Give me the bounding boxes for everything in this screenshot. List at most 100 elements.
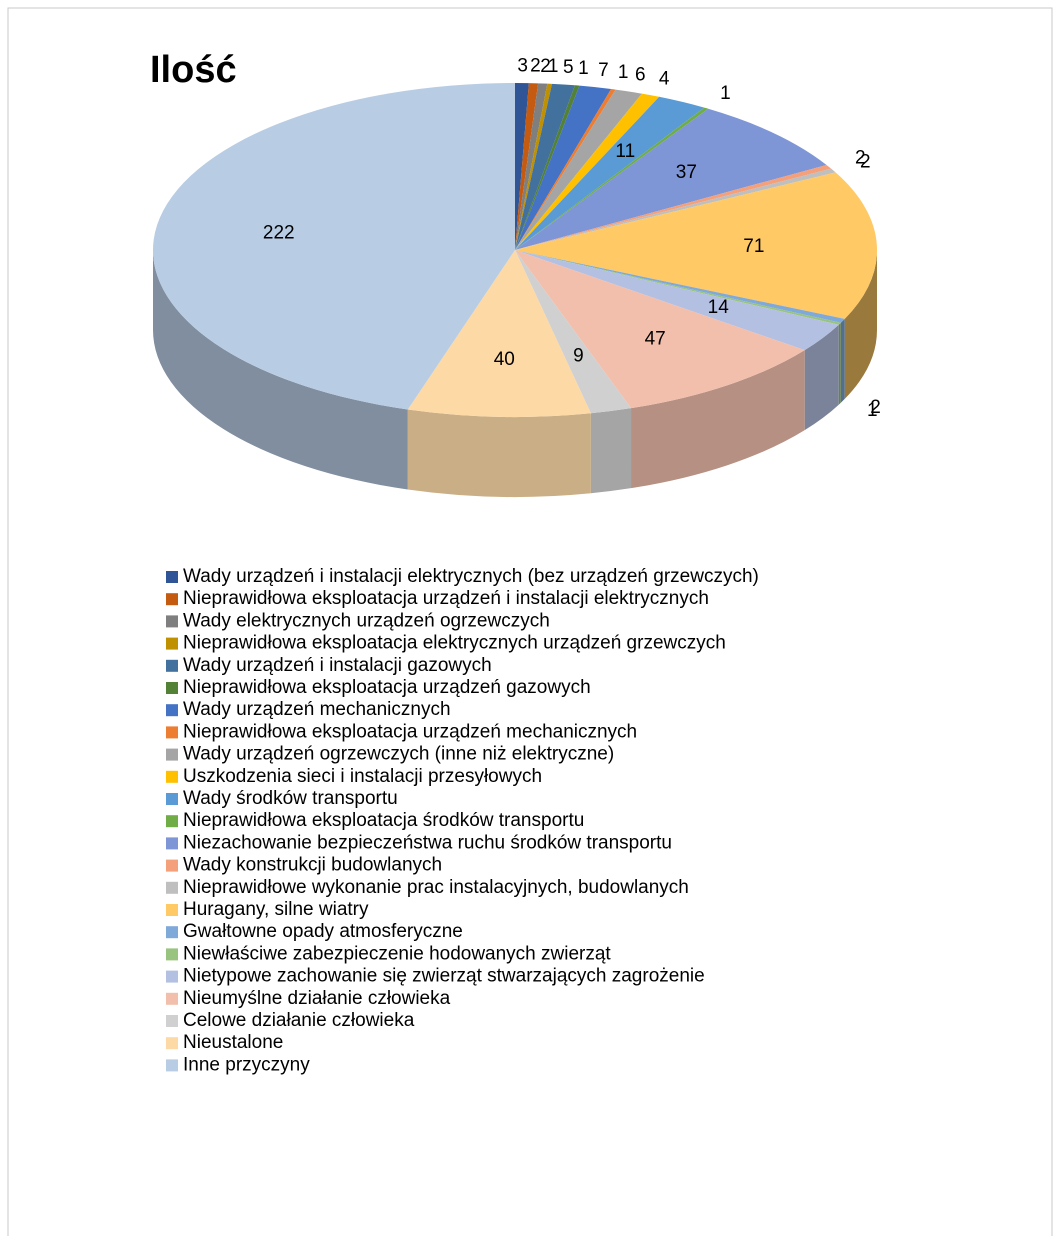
legend-swatch <box>166 837 178 850</box>
data-label: 40 <box>494 349 515 370</box>
legend-swatch <box>166 1015 178 1027</box>
slice <box>515 83 539 250</box>
slice-side <box>407 409 591 497</box>
slice <box>515 83 548 250</box>
legend-label: Gwałtowne opady atmosferyczne <box>183 921 463 942</box>
legend-swatch <box>166 571 178 583</box>
legend-swatch <box>166 659 178 672</box>
data-label: 1 <box>578 58 589 79</box>
slice <box>515 93 660 250</box>
data-label: 3 <box>517 55 528 76</box>
data-label: 1 <box>548 56 559 77</box>
legend-swatch <box>166 1037 178 1050</box>
legend-swatch <box>166 793 178 805</box>
legend-label: Nieumyślne działanie człowieka <box>183 988 451 1009</box>
slice <box>515 88 616 250</box>
data-label: 2 <box>540 56 551 77</box>
chart-title: Ilość <box>150 49 237 91</box>
legend-swatch <box>166 682 178 694</box>
slice-side <box>804 324 839 431</box>
legend-swatch <box>166 859 178 872</box>
legend-swatch <box>166 992 178 1005</box>
legend-label: Wady urządzeń i instalacji gazowych <box>183 655 492 676</box>
legend-swatch <box>166 904 178 916</box>
data-label: 47 <box>645 328 666 349</box>
data-label: 4 <box>659 69 670 90</box>
slice <box>407 250 591 417</box>
legend-label: Nieprawidłowa eksploatacja urządzeń mech… <box>183 721 637 742</box>
legend-label: Wady urządzeń i instalacji elektrycznych… <box>183 566 759 587</box>
legend-label: Wady konstrukcji budowlanych <box>183 855 442 876</box>
legend-label: Niezachowanie bezpieczeństwa ruchu środk… <box>183 832 672 853</box>
data-label: 37 <box>676 162 697 183</box>
slice <box>515 164 832 250</box>
legend-label: Niewłaściwe zabezpieczenie hodowanych zw… <box>183 943 611 964</box>
slice <box>515 250 845 323</box>
legend-swatch <box>166 881 178 894</box>
legend-label: Huragany, silne wiatry <box>183 899 369 920</box>
slice <box>152 83 515 410</box>
data-label: 1 <box>867 400 878 421</box>
slice <box>515 250 805 409</box>
legend-swatch <box>166 748 178 761</box>
slice <box>515 108 827 250</box>
data-label: 5 <box>563 57 574 78</box>
legend-swatch <box>166 704 178 717</box>
legend-swatch <box>166 815 178 828</box>
legend-swatch <box>166 726 178 739</box>
slice <box>515 85 580 251</box>
legend-label: Celowe działanie człowieka <box>183 1010 415 1031</box>
slice-side <box>844 250 877 399</box>
slice <box>515 168 836 250</box>
slice <box>515 83 529 250</box>
data-label: 2 <box>530 56 541 77</box>
legend-label: Nieustalone <box>183 1032 283 1053</box>
slice-side <box>838 322 841 405</box>
legend-label: Wady środków transportu <box>183 788 398 809</box>
slice <box>515 89 642 250</box>
legend-swatch <box>166 970 178 983</box>
legend-label: Wady urządzeń mechanicznych <box>183 699 451 720</box>
slice <box>515 250 632 414</box>
slice <box>515 107 709 251</box>
data-label: 9 <box>573 345 584 366</box>
legend-swatch <box>166 637 178 650</box>
legend-label: Nietypowe zachowanie się zwierząt stwarz… <box>183 966 705 987</box>
legend-swatch <box>166 926 178 939</box>
slice <box>515 250 841 325</box>
slice-side <box>153 250 408 490</box>
data-label: 6 <box>635 65 646 86</box>
legend-label: Inne przyczyny <box>183 1054 310 1075</box>
data-label: 7 <box>598 60 609 81</box>
legend-swatch <box>166 615 178 628</box>
legend-label: Nieprawidłowe wykonanie prac instalacyjn… <box>183 877 689 898</box>
data-label: 1 <box>720 83 731 104</box>
legend-swatch <box>166 948 178 961</box>
slice-side <box>631 350 805 489</box>
slice <box>515 96 705 250</box>
legend-label: Wady elektrycznych urządzeń ogrzewczych <box>183 610 550 631</box>
data-label: 14 <box>708 297 730 318</box>
slice-side <box>590 408 632 494</box>
slice <box>515 83 552 250</box>
legend-swatch <box>166 593 178 606</box>
data-label: 2 <box>860 152 871 173</box>
data-label: 222 <box>263 223 295 244</box>
slice <box>515 172 877 319</box>
legend-label: Nieprawidłowa eksploatacja środków trans… <box>183 810 584 831</box>
slice <box>515 85 612 250</box>
legend-label: Nieprawidłowa eksploatacja urządzeń i in… <box>183 588 709 609</box>
slice-side <box>840 318 845 403</box>
slice <box>515 83 575 250</box>
data-label: 11 <box>615 141 635 162</box>
slice <box>515 250 839 351</box>
legend-label: Wady urządzeń ogrzewczych (inne niż elek… <box>183 744 614 765</box>
legend-swatch <box>166 1059 178 1072</box>
data-label: 2 <box>870 397 881 418</box>
legend-label: Nieprawidłowa eksploatacja urządzeń gazo… <box>183 677 591 698</box>
legend-label: Uszkodzenia sieci i instalacji przesyłow… <box>183 766 542 787</box>
legend-swatch <box>166 770 178 783</box>
legend-label: Nieprawidłowa eksploatacja elektrycznych… <box>183 633 726 654</box>
data-label: 1 <box>618 62 629 83</box>
